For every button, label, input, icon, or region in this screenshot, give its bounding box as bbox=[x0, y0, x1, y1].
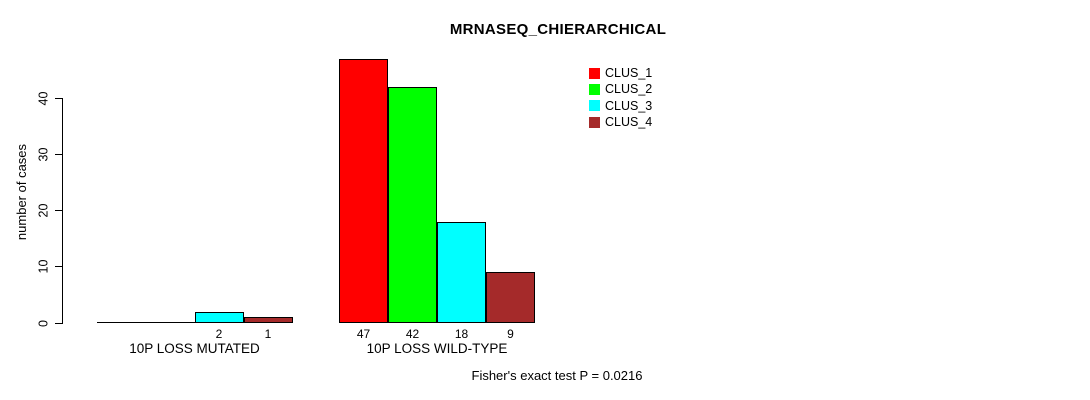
chart-title: MRNASEQ_CHIERARCHICAL bbox=[449, 21, 667, 38]
legend-swatch-icon bbox=[589, 83, 600, 95]
y-tick-label: 30 bbox=[36, 147, 51, 162]
bar bbox=[96, 322, 146, 323]
legend-entry: CLUS_3 bbox=[589, 98, 652, 114]
legend-swatch-icon bbox=[589, 100, 600, 112]
y-axis-title: number of cases bbox=[14, 143, 29, 241]
bar-value-label: 1 bbox=[264, 327, 272, 341]
y-tick bbox=[55, 266, 62, 268]
y-tick bbox=[55, 153, 62, 155]
bar-value-label: 18 bbox=[454, 327, 469, 341]
legend-swatch-icon bbox=[589, 67, 600, 79]
bar bbox=[388, 86, 437, 323]
legend-label: CLUS_2 bbox=[605, 82, 653, 97]
legend-entry: CLUS_2 bbox=[589, 81, 652, 97]
bar-value-label: 2 bbox=[215, 327, 223, 341]
bar bbox=[339, 58, 388, 323]
legend-label: CLUS_3 bbox=[605, 98, 653, 113]
bar bbox=[243, 317, 293, 323]
bar bbox=[145, 322, 195, 323]
y-tick-label: 40 bbox=[36, 91, 51, 105]
legend-entry: CLUS_1 bbox=[589, 65, 652, 81]
bar bbox=[194, 311, 244, 323]
y-tick bbox=[55, 322, 62, 324]
legend-label: CLUS_4 bbox=[605, 115, 653, 130]
y-tick-label: 10 bbox=[36, 259, 51, 274]
x-category-label: 10P LOSS WILD-TYPE bbox=[366, 341, 508, 356]
bar-value-label: 9 bbox=[507, 327, 514, 341]
y-axis-line bbox=[62, 98, 63, 324]
x-category-label: 10P LOSS MUTATED bbox=[129, 341, 260, 356]
legend: CLUS_1 CLUS_2 CLUS_3 CLUS_4 bbox=[589, 65, 652, 130]
bar bbox=[437, 221, 486, 323]
y-tick bbox=[55, 210, 62, 211]
y-tick-label: 0 bbox=[36, 319, 51, 327]
legend-entry: CLUS_4 bbox=[589, 114, 652, 130]
legend-swatch-icon bbox=[589, 116, 600, 128]
y-tick bbox=[55, 97, 62, 99]
bar-value-label: 42 bbox=[405, 327, 420, 341]
y-tick-label: 20 bbox=[36, 203, 51, 218]
annotation-text: Fisher's exact test P = 0.0216 bbox=[471, 368, 643, 383]
legend-label: CLUS_1 bbox=[605, 66, 653, 81]
bar-value-label: 47 bbox=[356, 327, 371, 341]
bar bbox=[486, 272, 535, 323]
